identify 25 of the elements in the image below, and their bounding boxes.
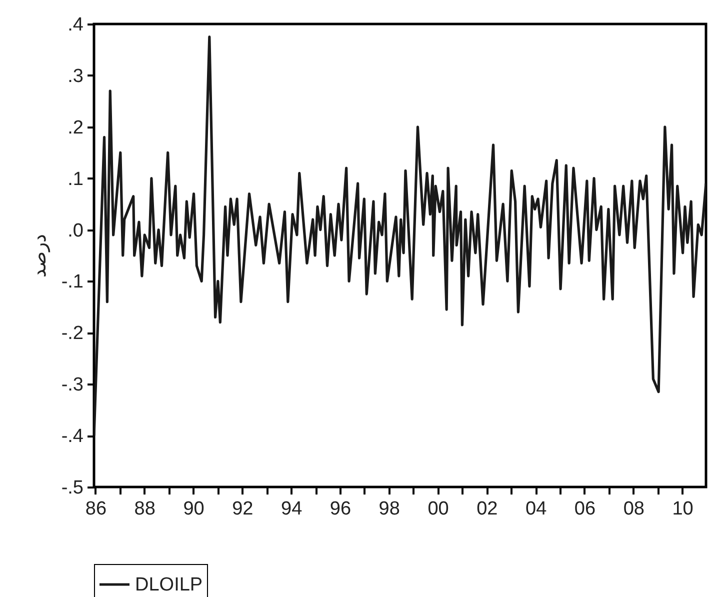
x-tick-label: 88: [134, 498, 156, 520]
x-tick-label: 94: [281, 498, 303, 520]
x-tick-label: 96: [330, 498, 352, 520]
y-tick-label: -.3: [61, 374, 84, 396]
y-axis-title: درصد: [29, 234, 50, 278]
x-tick-label: 86: [85, 498, 107, 520]
x-tick-label: 10: [672, 498, 694, 520]
y-tick-label: .2: [68, 117, 84, 138]
legend-label: DLOILP: [135, 574, 203, 596]
x-tick-label: 04: [526, 498, 548, 520]
y-tick-label: .1: [68, 168, 84, 190]
x-tick-label: 92: [232, 498, 254, 520]
y-tick-label: -.5: [61, 478, 84, 498]
x-tick-label: 00: [428, 498, 449, 520]
y-tick-label: .4: [68, 14, 84, 36]
x-tick-label: 02: [476, 498, 498, 520]
x-tick-label: 90: [183, 498, 204, 520]
y-tick-label: -.2: [61, 323, 84, 344]
x-tick-label: 06: [574, 498, 596, 520]
x-tick-label: 08: [623, 498, 644, 520]
y-tick-label: -.4: [61, 426, 84, 448]
x-tick-label: 98: [378, 498, 400, 520]
y-tick-label: -.1: [61, 272, 84, 293]
y-tick-label: .0: [68, 220, 84, 242]
y-tick-label: .3: [68, 66, 84, 87]
